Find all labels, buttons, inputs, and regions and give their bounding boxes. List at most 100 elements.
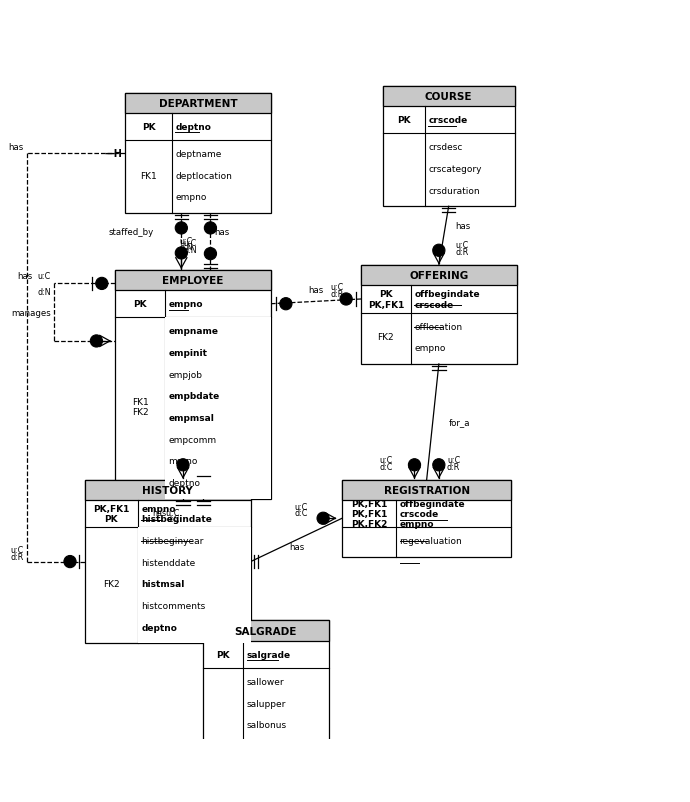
- Circle shape: [317, 512, 329, 525]
- Text: u:C: u:C: [331, 283, 344, 292]
- Text: FK2: FK2: [103, 580, 120, 589]
- Text: u:C: u:C: [380, 456, 393, 464]
- Text: PK,FK1
PK: PK,FK1 PK: [93, 504, 130, 524]
- Text: OFFERING: OFFERING: [409, 271, 469, 281]
- Text: d:N: d:N: [37, 287, 51, 297]
- Text: d:C: d:C: [295, 508, 308, 518]
- Text: PK
PK,FK1: PK PK,FK1: [368, 290, 404, 310]
- Text: histmsal: histmsal: [141, 580, 179, 589]
- Bar: [204, 621, 328, 741]
- Circle shape: [96, 278, 108, 290]
- Text: d:R: d:R: [11, 552, 24, 561]
- Text: empname: empname: [168, 327, 219, 336]
- Text: FK1
FK2: FK1 FK2: [132, 398, 148, 417]
- Text: histmsal: histmsal: [141, 580, 185, 589]
- Text: offlocation: offlocation: [414, 322, 462, 331]
- Bar: [342, 480, 511, 500]
- Text: d:R: d:R: [331, 290, 344, 298]
- Text: salupper: salupper: [247, 699, 286, 707]
- Bar: [361, 265, 517, 286]
- Text: SALGRADE: SALGRADE: [235, 626, 297, 636]
- Text: empmsal: empmsal: [168, 413, 215, 423]
- Text: empno: empno: [414, 344, 446, 353]
- Text: deptno: deptno: [168, 478, 201, 488]
- Circle shape: [177, 459, 189, 472]
- Text: has: has: [214, 228, 229, 237]
- Text: d:C: d:C: [166, 515, 179, 524]
- Text: empcomm: empcomm: [168, 435, 217, 444]
- Text: histenddate: histenddate: [141, 558, 195, 567]
- Text: d:N: d:N: [184, 245, 197, 255]
- Text: histcomments: histcomments: [141, 602, 206, 610]
- Text: has: has: [455, 222, 471, 231]
- Bar: [85, 480, 250, 644]
- Text: mgrno: mgrno: [168, 456, 198, 466]
- Text: crsdesc: crsdesc: [428, 143, 463, 152]
- Text: has: has: [308, 286, 324, 294]
- Text: PK: PK: [133, 300, 147, 309]
- Text: histbeginyear: histbeginyear: [141, 537, 204, 545]
- Text: empno: empno: [168, 300, 203, 309]
- Text: empbdate: empbdate: [168, 391, 215, 401]
- Text: d:R: d:R: [447, 462, 460, 471]
- Text: staffed_by: staffed_by: [109, 228, 155, 237]
- Text: FK2: FK2: [377, 333, 394, 342]
- Text: deptlocation: deptlocation: [175, 172, 233, 180]
- Text: hasu:C: hasu:C: [152, 508, 179, 517]
- Text: u:C: u:C: [179, 237, 193, 245]
- Text: COURSE: COURSE: [425, 92, 473, 102]
- Text: for_a: for_a: [449, 418, 471, 427]
- Text: empcomm: empcomm: [168, 435, 217, 444]
- Text: salgrade: salgrade: [247, 650, 291, 659]
- Text: empno: empno: [175, 193, 207, 202]
- Text: u:C: u:C: [295, 502, 308, 511]
- Text: regevaluation: regevaluation: [400, 537, 462, 545]
- Text: empinit: empinit: [168, 349, 204, 358]
- Text: EMPLOYEE: EMPLOYEE: [162, 276, 224, 286]
- Bar: [204, 621, 328, 641]
- Text: FK1: FK1: [140, 172, 157, 180]
- Text: has: has: [288, 543, 304, 552]
- Bar: [126, 94, 271, 214]
- Text: offbegindate
crscode: offbegindate crscode: [414, 290, 480, 310]
- Text: —H: —H: [104, 148, 122, 159]
- Text: histenddate: histenddate: [141, 558, 195, 567]
- Text: has: has: [17, 271, 32, 281]
- Bar: [85, 480, 250, 500]
- Text: manages: manages: [11, 308, 51, 318]
- Text: deptname: deptname: [175, 150, 221, 159]
- Text: crsduration: crsduration: [428, 186, 480, 195]
- Text: u:C: u:C: [455, 241, 469, 250]
- Circle shape: [408, 459, 421, 472]
- Circle shape: [175, 222, 188, 235]
- Text: deptno: deptno: [175, 123, 211, 132]
- Text: u:C: u:C: [11, 545, 24, 554]
- Bar: [342, 480, 511, 557]
- Text: empname: empname: [168, 327, 219, 336]
- Text: HISTORY: HISTORY: [142, 485, 193, 495]
- Circle shape: [340, 294, 352, 306]
- Text: empjob: empjob: [168, 371, 203, 379]
- Circle shape: [433, 245, 445, 257]
- Text: empjob: empjob: [168, 371, 203, 379]
- Text: PK,FK1
PK,FK1
PK,FK2: PK,FK1 PK,FK1 PK,FK2: [351, 499, 387, 529]
- Text: crscategory: crscategory: [428, 164, 482, 174]
- Text: empno
histbegindate: empno histbegindate: [141, 504, 213, 524]
- Text: deptno: deptno: [141, 623, 177, 632]
- Text: u:C: u:C: [184, 239, 197, 248]
- Text: offbegindate
crscode
empno: offbegindate crscode empno: [400, 499, 465, 529]
- Text: empname: empname: [168, 327, 215, 336]
- Circle shape: [64, 556, 76, 568]
- Circle shape: [433, 459, 445, 472]
- Text: PK: PK: [397, 116, 411, 125]
- Circle shape: [90, 335, 103, 347]
- Bar: [115, 270, 271, 291]
- Text: deptno: deptno: [168, 478, 201, 488]
- Text: has: has: [9, 142, 24, 152]
- Circle shape: [280, 298, 292, 310]
- Circle shape: [204, 222, 217, 235]
- Text: d:N: d:N: [179, 243, 193, 252]
- Text: d:C: d:C: [380, 462, 393, 471]
- Text: sallower: sallower: [247, 677, 284, 686]
- Text: mgrno: mgrno: [168, 456, 198, 466]
